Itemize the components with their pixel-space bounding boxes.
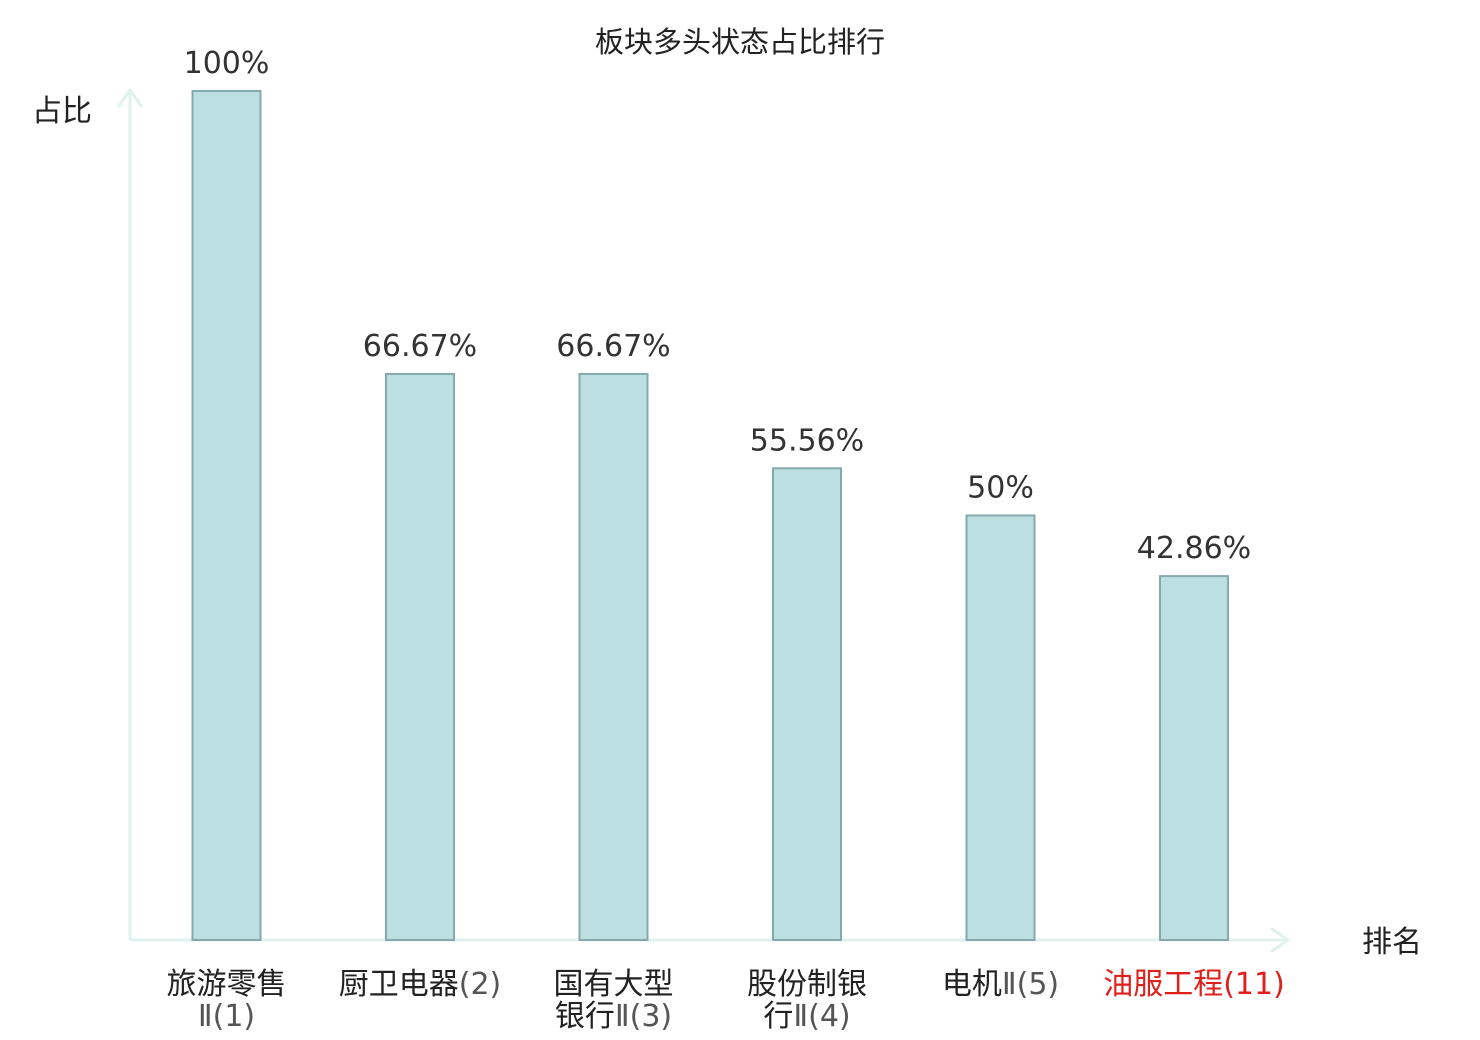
x-tick-label-suffix: Ⅱ(4) xyxy=(793,999,850,1034)
y-axis-arrow-icon xyxy=(117,88,143,108)
data-label: 55.56% xyxy=(750,423,864,458)
x-tick-label-name: 行 xyxy=(763,999,793,1034)
bar xyxy=(1159,575,1229,941)
x-tick-label: 厨卫电器(2) xyxy=(339,967,502,1002)
x-tick-label-suffix: Ⅱ(5) xyxy=(1002,967,1059,1002)
data-label: 66.67% xyxy=(556,329,670,364)
x-tick-label: Ⅱ(1) xyxy=(198,999,255,1034)
x-tick-label-name: 股份制银 xyxy=(747,967,867,1002)
bar xyxy=(385,372,455,942)
x-tick-label-name: 厨卫电器 xyxy=(339,967,459,1002)
x-tick-label-suffix: Ⅱ(3) xyxy=(615,999,672,1034)
y-axis-label: 占比 xyxy=(32,94,92,129)
x-tick-label: 国有大型 xyxy=(554,967,674,1002)
x-tick-label-name: 旅游零售 xyxy=(167,967,287,1002)
x-tick-label: 旅游零售 xyxy=(167,967,287,1002)
x-tick-label-suffix: (11) xyxy=(1223,967,1285,1002)
x-tick-label: 银行Ⅱ(3) xyxy=(555,999,672,1034)
x-tick-label-name: 国有大型 xyxy=(554,967,674,1002)
x-tick-label: 股份制银 xyxy=(747,967,867,1002)
data-label: 66.67% xyxy=(363,329,477,364)
x-tick-label-suffix: (2) xyxy=(459,967,502,1002)
bar xyxy=(965,514,1036,941)
data-labels: 100% 66.67% 66.67% 55.56% 50% 42.86% xyxy=(184,46,1252,566)
data-label: 50% xyxy=(967,471,1034,506)
x-tick-label: 电机Ⅱ(5) xyxy=(942,967,1059,1002)
x-axis-label: 排名 xyxy=(1362,925,1422,960)
x-tick-label: 油服工程(11) xyxy=(1103,967,1285,1002)
bar-series xyxy=(191,90,1229,942)
y-axis: 占比 xyxy=(32,88,143,940)
data-label: 100% xyxy=(184,46,270,81)
bar xyxy=(578,372,649,942)
x-axis: 排名 xyxy=(130,925,1422,960)
data-label: 42.86% xyxy=(1137,531,1251,566)
x-tick-label: 行Ⅱ(4) xyxy=(763,999,850,1034)
x-tick-label-name: 电机 xyxy=(942,967,1002,1002)
chart-title: 板块多头状态占比排行 xyxy=(595,25,885,59)
x-axis-arrow-icon xyxy=(1270,927,1290,953)
x-tick-label-name: 银行 xyxy=(555,999,615,1034)
x-tick-label-suffix: Ⅱ(1) xyxy=(198,999,255,1034)
bar xyxy=(191,90,262,941)
bar xyxy=(772,467,842,941)
x-tick-label-name: 油服工程 xyxy=(1103,967,1223,1002)
